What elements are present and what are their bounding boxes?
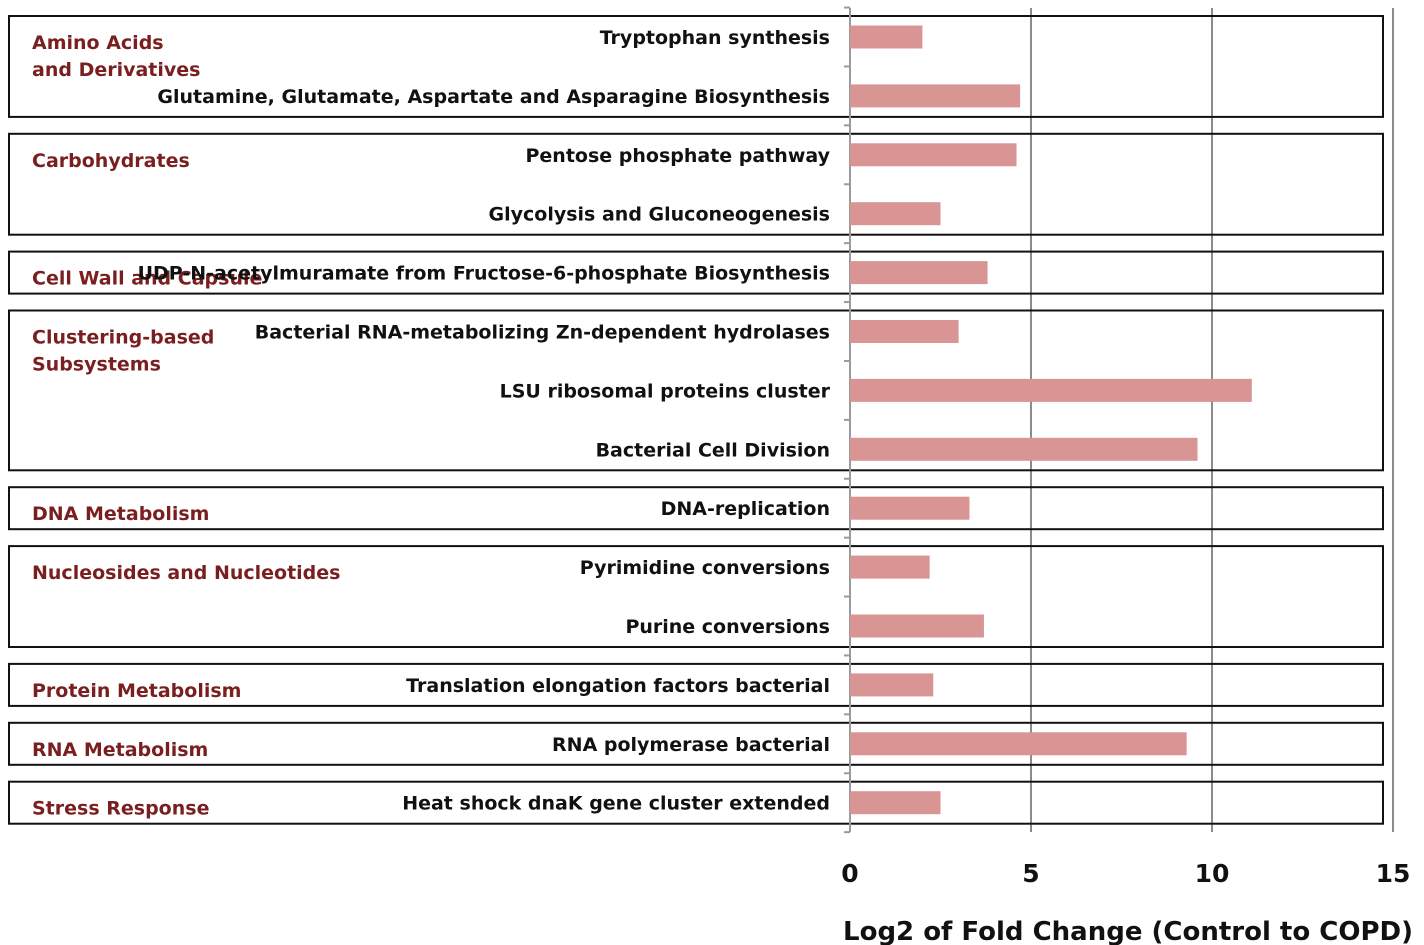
x-tick-label: 5 (1022, 859, 1039, 888)
group-label: Amino Acids and Derivatives (32, 32, 201, 81)
category-label: Heat shock dnaK gene cluster extended (402, 793, 830, 815)
category-label: Bacterial Cell Division (596, 439, 830, 461)
group-box (8, 309, 1384, 472)
group-box (8, 132, 1384, 236)
group-label: Carbohydrates (32, 150, 190, 172)
gridlines (1030, 8, 1394, 832)
bar (850, 261, 988, 285)
y-axis (844, 6, 851, 834)
bar (850, 143, 1017, 167)
bar (850, 378, 1252, 402)
x-tick-label: 15 (1376, 859, 1411, 888)
bars (850, 25, 1252, 815)
group-box (8, 780, 1384, 825)
category-label: Translation elongation factors bacterial (406, 675, 830, 697)
labels: Amino Acids and Derivatives Tryptophan syn… (32, 27, 831, 820)
bar (850, 555, 930, 579)
bar (850, 25, 923, 49)
group-box (8, 721, 1384, 766)
bar (850, 320, 959, 343)
category-label: Pentose phosphate pathway (525, 145, 830, 167)
group-box (8, 250, 1384, 295)
category-label: Bacterial RNA-metabolizing Zn-dependent … (255, 322, 830, 344)
bar (850, 84, 1021, 108)
group-boxes (8, 15, 1384, 825)
category-label: LSU ribosomal proteins cluster (500, 380, 831, 402)
group-label: Protein Metabolism (32, 680, 241, 702)
category-label: Glycolysis and Gluconeogenesis (489, 204, 830, 226)
category-label: RNA polymerase bacterial (552, 734, 830, 756)
group-box (8, 15, 1384, 118)
group-label: RNA Metabolism (32, 739, 208, 761)
category-label: DNA-replication (661, 498, 830, 520)
category-label: Glutamine, Glutamate, Aspartate and Aspa… (157, 86, 830, 108)
bar (850, 791, 941, 815)
group-label: Stress Response (32, 798, 209, 820)
bar (850, 673, 934, 697)
bar (850, 614, 984, 638)
group-label: Clustering-based Subsystems (32, 327, 214, 376)
group-label: Nucleosides and Nucleotides (32, 562, 340, 584)
bar (850, 437, 1198, 461)
group-label: DNA Metabolism (32, 503, 209, 525)
group-box (8, 662, 1384, 707)
group-box (8, 486, 1384, 531)
category-label: Tryptophan synthesis (600, 27, 830, 49)
bar (850, 732, 1187, 756)
category-label: UDP-N-acetylmuramate from Fructose-6-pho… (138, 263, 830, 285)
x-tick-label: 0 (841, 859, 858, 888)
x-axis-ticks: 0 5 10 15 (841, 859, 1410, 888)
group-box (8, 545, 1384, 648)
group-label: Cell Wall and Capsule (32, 268, 262, 290)
x-axis-title: Log2 of Fold Change (Control to COPD) (843, 917, 1413, 945)
category-label: Pyrimidine conversions (580, 557, 830, 579)
x-tick-label: 10 (1195, 859, 1230, 888)
category-label: Purine conversions (625, 616, 830, 638)
bar (850, 202, 941, 226)
bar (850, 496, 970, 520)
